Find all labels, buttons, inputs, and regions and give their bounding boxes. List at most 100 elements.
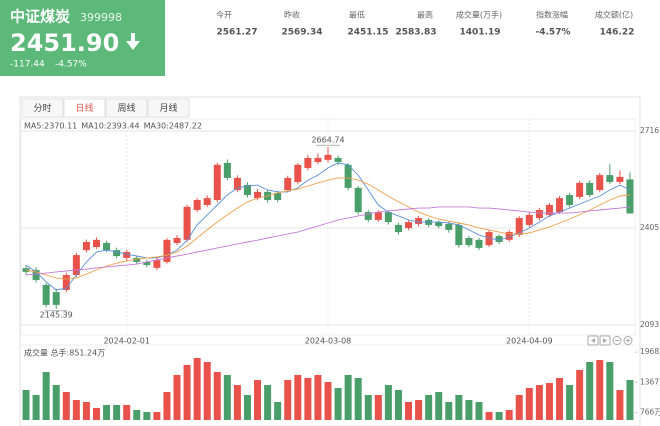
candle-body	[354, 187, 362, 213]
stat-value: -4.57%	[536, 28, 571, 38]
candle-body	[314, 157, 322, 163]
nav-right[interactable]	[599, 335, 611, 346]
zoom-in[interactable]	[623, 336, 633, 345]
volume-bar	[616, 390, 624, 420]
volume-bar	[284, 379, 292, 420]
tab-label[interactable]: 日线	[75, 102, 93, 114]
tab-label[interactable]: 分时	[33, 102, 51, 114]
y-tick-label: 1968万	[640, 347, 660, 356]
volume-bar	[123, 405, 131, 420]
candle-body	[596, 175, 604, 191]
index-name: 中证煤炭	[10, 8, 70, 26]
volume-bar	[405, 401, 413, 420]
volume-bar	[596, 360, 604, 420]
tab-label[interactable]: 周线	[117, 102, 135, 114]
volume-bar	[435, 392, 443, 420]
candle-body	[374, 212, 382, 220]
candle-body	[103, 242, 111, 251]
stat-label: 成交额(亿)	[595, 10, 633, 20]
volume-bar	[92, 408, 100, 420]
volume-bar	[324, 381, 332, 420]
index-code: 399998	[80, 11, 122, 24]
x-tick-label: 2024-04-09	[506, 337, 553, 346]
volume-bar	[223, 375, 231, 420]
candle-body	[324, 154, 332, 160]
stat-label: 昨收	[284, 10, 300, 20]
candle-body	[616, 176, 624, 182]
candle-body	[344, 164, 352, 188]
candle-body	[405, 222, 413, 229]
y-tick-label: 2405.1	[640, 223, 660, 232]
volume-bar	[203, 362, 211, 420]
legend-entry: MA10:2393.44	[81, 122, 139, 131]
volume-bar	[495, 411, 503, 420]
volume-bar	[173, 375, 181, 420]
volume-bar	[374, 394, 382, 420]
volume-bar	[274, 401, 282, 420]
candle-body	[495, 236, 503, 243]
candle-body	[364, 212, 372, 220]
volume-bar	[606, 362, 614, 420]
candle-body	[203, 198, 211, 205]
volume-bar	[556, 377, 564, 420]
stat-value: 146.22	[600, 28, 635, 38]
candle-body	[535, 209, 543, 219]
volume-bar	[475, 401, 483, 420]
tab-button[interactable]	[105, 98, 148, 118]
volume-bar	[515, 394, 523, 420]
volume-bar	[566, 385, 574, 420]
stat-value: 2569.34	[282, 28, 323, 38]
tab-button[interactable]	[63, 98, 106, 118]
tab-label[interactable]: 月线	[159, 102, 177, 114]
candle-body	[193, 200, 201, 210]
stat-label: 今开	[216, 10, 232, 20]
candle-body	[123, 251, 131, 258]
candle-body	[223, 162, 231, 178]
volume-bar	[183, 364, 191, 420]
tab-button[interactable]	[147, 98, 190, 118]
volume-bar	[445, 401, 453, 420]
y-tick-label: 2716.7	[640, 126, 660, 135]
candle-body	[243, 185, 251, 196]
volume-bar	[535, 385, 543, 420]
volume-bar	[163, 392, 171, 420]
stat-value: 2561.27	[217, 28, 258, 38]
candle-body	[515, 218, 523, 235]
volume-title: 成交量 总手:851.24万	[24, 348, 105, 358]
volume-bar	[294, 375, 302, 420]
candle-body	[384, 212, 392, 223]
candle-body	[475, 239, 483, 248]
volume-bar	[254, 379, 262, 420]
volume-bar	[143, 411, 151, 420]
candle-body	[505, 232, 513, 240]
stat-label: 最高	[417, 10, 433, 20]
volume-bar	[32, 394, 40, 420]
candle-body	[556, 198, 564, 213]
volume-bar	[384, 385, 392, 420]
candle-body	[334, 157, 342, 163]
volume-bar	[264, 385, 272, 420]
tab-button[interactable]	[21, 98, 64, 118]
stat-value: 2451.15	[348, 28, 389, 38]
stat-value: 1401.19	[460, 28, 501, 38]
candle-body	[183, 206, 191, 240]
quote-panel	[0, 0, 165, 76]
ma-line	[25, 177, 631, 280]
nav-left[interactable]	[587, 335, 599, 346]
volume-bar	[626, 379, 634, 420]
volume-bar	[334, 387, 342, 420]
chart-nav[interactable]	[587, 335, 633, 346]
ma-line	[25, 206, 631, 276]
volume-bar	[354, 377, 362, 420]
volume-bar	[233, 385, 241, 420]
volume-bar	[72, 400, 80, 420]
candle-body	[274, 192, 282, 201]
candle-body	[143, 261, 151, 266]
x-tick-label: 2024-03-08	[305, 337, 352, 346]
volume-bar	[304, 377, 312, 420]
zoom-out[interactable]	[612, 336, 622, 345]
candle-body	[586, 182, 594, 196]
volume-bar	[485, 411, 493, 420]
volume-bar	[103, 405, 111, 420]
